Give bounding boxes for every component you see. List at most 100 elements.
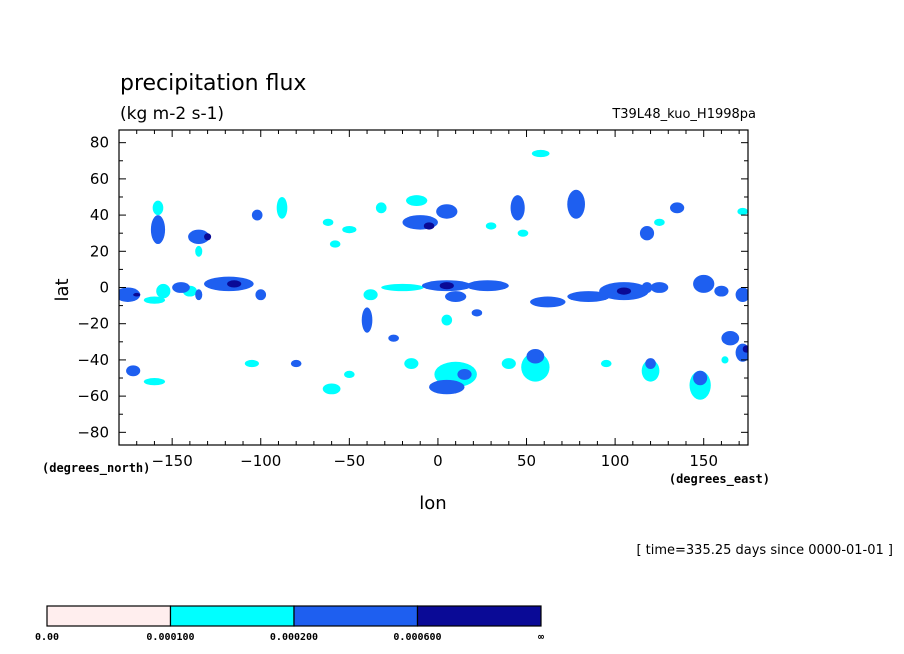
precip-cell-level-1 <box>152 200 164 216</box>
precip-cell-level-2 <box>670 202 685 214</box>
precip-cell-level-1 <box>501 358 516 369</box>
experiment-label: T39L48_kuo_H1998pa <box>611 107 756 122</box>
y-tick-label: −40 <box>77 351 109 369</box>
precip-cell-level-2 <box>188 229 210 245</box>
precip-cell-level-2 <box>466 280 509 292</box>
x-axis-label: lon <box>419 493 446 514</box>
x-tick-label: 50 <box>517 452 536 470</box>
y-axis-label: lat <box>52 278 73 301</box>
y-tick-label: 0 <box>99 279 109 297</box>
precip-cell-level-2 <box>471 309 483 317</box>
units-label: (kg m-2 s-1) <box>120 104 224 124</box>
precip-cell-level-2 <box>445 291 467 302</box>
precip-cell-level-1 <box>721 356 729 364</box>
chart-title: precipitation flux <box>120 71 306 96</box>
precip-cell-level-2 <box>641 282 653 293</box>
y-tick-label: 80 <box>90 134 109 152</box>
contour-features <box>119 149 748 400</box>
precip-cell-level-1 <box>441 314 453 326</box>
precip-cell-level-2 <box>361 307 373 333</box>
precip-cell-level-2 <box>650 282 669 293</box>
x-axis-ticks: −150 −100 −50 0 50 100 150 <box>118 130 740 470</box>
y-tick-label: −80 <box>77 423 109 441</box>
x-tick-label: −100 <box>240 452 281 470</box>
precip-cell-level-1 <box>363 289 378 301</box>
precip-cell-level-1 <box>654 218 665 226</box>
precip-cell-level-1 <box>737 207 748 216</box>
precip-cell-level-2 <box>126 365 141 377</box>
precip-cell-level-1 <box>276 196 288 219</box>
precip-cell-level-2 <box>388 334 399 342</box>
precip-cell-level-1 <box>329 240 341 248</box>
colorbar-label: 0.000100 <box>146 632 194 643</box>
precip-cell-level-1 <box>244 359 259 368</box>
precip-cell-level-2 <box>195 289 203 301</box>
precip-cell-level-2 <box>457 368 472 380</box>
precip-cell-level-1 <box>600 359 612 368</box>
precip-cell-level-2 <box>567 291 610 302</box>
x-tick-label: 100 <box>601 452 630 470</box>
colorbar: 0.00 0.000100 0.000200 0.000600 ∞ <box>35 605 544 643</box>
colorbar-segment <box>46 605 172 627</box>
y-tick-label: −60 <box>77 387 109 405</box>
precip-cell-level-2 <box>119 287 141 302</box>
precip-cell-level-1 <box>344 370 355 379</box>
precip-cell-level-3 <box>616 287 632 295</box>
precip-cell-level-2 <box>721 330 740 346</box>
precip-cell-level-2 <box>530 296 566 308</box>
precip-cell-level-2 <box>429 379 465 395</box>
colorbar-segment <box>416 605 542 627</box>
y-tick-label: 40 <box>90 206 109 224</box>
precip-cell-level-2 <box>251 209 263 221</box>
precip-cell-level-1 <box>375 202 387 214</box>
precip-cell-level-1 <box>195 245 203 257</box>
precip-cell-level-1 <box>531 149 550 158</box>
precip-cell-level-1 <box>381 283 424 292</box>
y-tick-label: 20 <box>90 242 109 260</box>
precip-cell-level-2 <box>645 358 656 369</box>
precip-cell-level-2 <box>693 370 708 386</box>
precip-cell-level-3 <box>227 280 242 288</box>
x-tick-label: −50 <box>334 452 366 470</box>
colorbar-label: 0.000200 <box>270 632 318 643</box>
precip-cell-level-2 <box>510 195 525 221</box>
precip-cell-level-2 <box>290 359 302 368</box>
precip-cell-level-1 <box>342 225 357 234</box>
colorbar-label: 0.000600 <box>393 632 441 643</box>
x-units-note: (degrees_east) <box>669 472 770 487</box>
colorbar-segment <box>169 605 295 627</box>
precip-cell-level-2 <box>150 215 166 245</box>
precip-cell-level-2 <box>639 225 655 241</box>
precip-cell-level-3 <box>204 233 212 241</box>
y-tick-label: 60 <box>90 170 109 188</box>
colorbar-label: 0.00 <box>35 632 59 643</box>
precip-cell-level-1 <box>485 222 497 230</box>
precip-cell-level-2 <box>172 282 190 293</box>
y-tick-label: −20 <box>77 315 109 333</box>
x-tick-label: 0 <box>433 452 443 470</box>
x-tick-label: −150 <box>152 452 193 470</box>
precip-cell-level-3 <box>439 282 454 290</box>
precip-cell-level-2 <box>567 189 585 219</box>
precip-cell-level-2 <box>735 287 748 302</box>
precip-cell-level-1 <box>404 358 419 369</box>
time-label: [ time=335.25 days since 0000-01-01 ] <box>636 543 893 558</box>
precip-cell-level-1 <box>156 283 171 299</box>
precip-cell-level-3 <box>742 345 748 353</box>
precip-cell-level-3 <box>133 292 141 297</box>
y-axis-ticks: 80 60 40 20 0 −20 −40 −60 −80 <box>77 134 748 441</box>
precip-cell-level-2 <box>693 274 715 293</box>
precip-cell-level-1 <box>517 229 529 237</box>
precip-cell-level-1 <box>143 296 166 304</box>
precip-cell-level-2 <box>526 349 545 364</box>
precip-cell-level-1 <box>322 383 341 395</box>
precip-cell-level-2 <box>714 285 729 297</box>
y-units-note: (degrees_north) <box>42 461 150 476</box>
colorbar-segment <box>293 605 419 627</box>
colorbar-label: ∞ <box>538 632 544 643</box>
precip-cell-level-1 <box>322 218 334 226</box>
precip-cell-level-1 <box>406 195 428 207</box>
precip-cell-level-2 <box>436 204 458 219</box>
precip-cell-level-2 <box>255 289 267 301</box>
